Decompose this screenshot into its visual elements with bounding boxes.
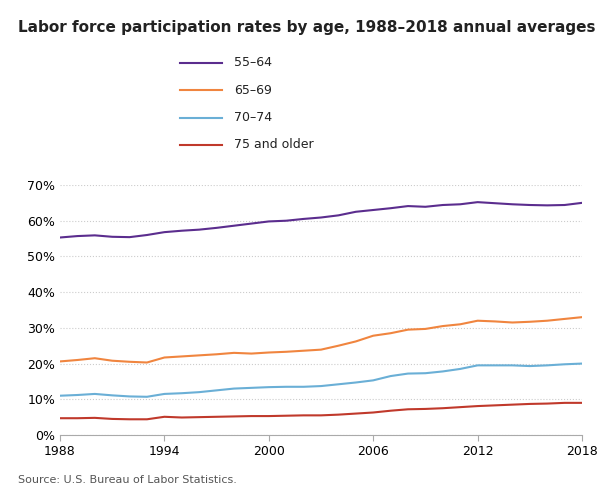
Text: Labor force participation rates by age, 1988–2018 annual averages: Labor force participation rates by age, …	[18, 20, 595, 35]
Text: 55–64: 55–64	[234, 56, 272, 69]
Text: Source: U.S. Bureau of Labor Statistics.: Source: U.S. Bureau of Labor Statistics.	[18, 475, 237, 485]
Text: 75 and older: 75 and older	[234, 138, 314, 151]
Text: 65–69: 65–69	[234, 84, 272, 96]
Text: 70–74: 70–74	[234, 111, 272, 124]
